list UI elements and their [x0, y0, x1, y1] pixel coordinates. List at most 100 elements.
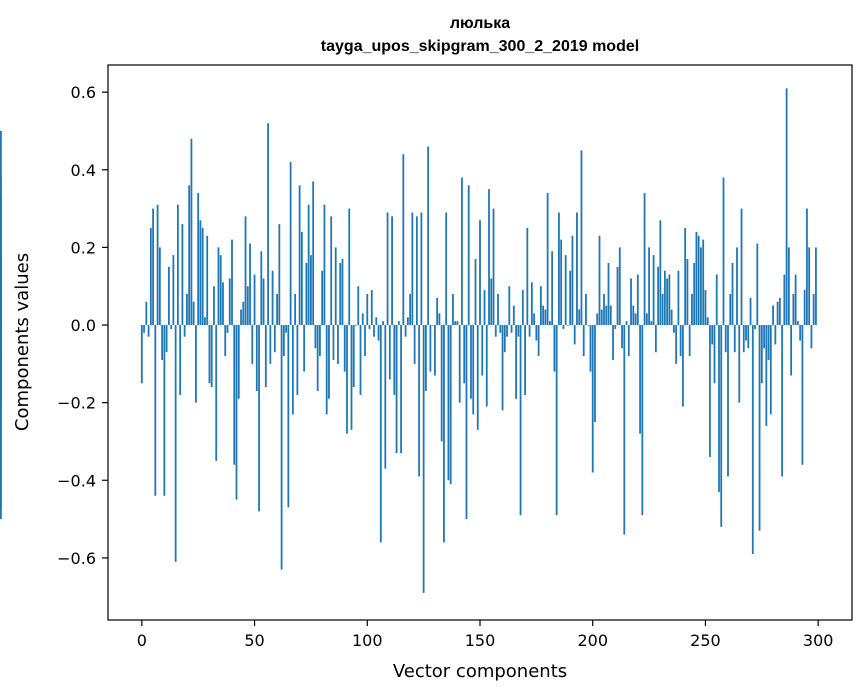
bar-component-32 — [213, 286, 215, 326]
bar-component-211 — [616, 266, 619, 326]
bar-component-292 — [799, 325, 802, 341]
bar-component-286 — [785, 88, 788, 326]
bar-component-217 — [630, 278, 632, 326]
bar-component-133 — [440, 325, 443, 442]
bar-component-240 — [682, 325, 684, 407]
bar-component-95 — [355, 325, 357, 326]
bar-component-34 — [217, 247, 220, 326]
bar-component-25 — [197, 193, 200, 326]
bar-component-55 — [264, 325, 267, 388]
bar-component-158 — [497, 293, 499, 326]
bar-component-45 — [242, 301, 245, 326]
bar-component-243 — [688, 325, 691, 357]
bar-component-295 — [806, 208, 808, 326]
bar-component-58 — [271, 270, 274, 326]
bar-component-135 — [445, 212, 448, 326]
bar-component-77 — [314, 325, 317, 349]
bar-component-203 — [598, 235, 601, 326]
bar-component-109 — [386, 212, 389, 326]
bar-component-250 — [704, 290, 707, 326]
bar-component-234 — [668, 274, 671, 326]
y-tick-label: 0.0 — [71, 316, 96, 335]
bar-component-230 — [659, 220, 662, 326]
bar-component-117 — [404, 325, 407, 337]
bar-component-16 — [176, 204, 179, 326]
bar-component-60 — [276, 293, 278, 326]
bar-component-176 — [537, 325, 540, 357]
bar-component-128 — [429, 325, 432, 372]
bar-component-246 — [695, 231, 698, 326]
bar-component-193 — [576, 212, 578, 326]
y-tick-label: −0.4 — [57, 471, 96, 490]
bar-component-253 — [711, 325, 714, 345]
bar-component-181 — [548, 321, 551, 326]
bar-component-8 — [158, 247, 161, 326]
bar-component-150 — [479, 220, 481, 326]
bar-component-98 — [361, 313, 364, 326]
bar-component-134 — [443, 325, 445, 543]
bar-component-44 — [240, 309, 242, 326]
y-tick-label: 0.6 — [71, 83, 96, 102]
bar-component-287 — [787, 247, 790, 326]
bar-component-97 — [359, 325, 362, 395]
bar-component-129 — [431, 325, 434, 326]
bar-component-132 — [438, 313, 441, 326]
bar-component-57 — [269, 325, 272, 364]
bar-component-91 — [346, 325, 348, 434]
bar-component-172 — [528, 325, 531, 337]
bar-component-216 — [627, 325, 630, 357]
y-tick-label: 0.2 — [71, 238, 96, 257]
bar-component-6 — [154, 325, 157, 496]
y-axis-label: Components values — [12, 253, 33, 431]
bar-component-155 — [490, 278, 493, 326]
bar-component-191 — [571, 235, 574, 326]
bar-component-259 — [724, 325, 727, 353]
bar-component-19 — [183, 325, 186, 337]
bar-component-299 — [815, 247, 817, 326]
bar-component-273 — [756, 243, 759, 326]
bar-component-12 — [167, 266, 170, 326]
x-tick-label: 300 — [803, 631, 834, 650]
bar-component-13 — [170, 325, 173, 329]
bar-component-37 — [224, 325, 227, 357]
bar-component-74 — [307, 204, 310, 326]
bar-component-122 — [415, 216, 418, 326]
bar-component-160 — [501, 325, 504, 411]
bar-component-121 — [413, 325, 416, 364]
bar-component-159 — [499, 325, 502, 333]
bar-component-20 — [186, 293, 188, 326]
bar-component-24 — [195, 325, 197, 403]
bar-component-271 — [751, 325, 754, 555]
bar-component-81 — [323, 204, 326, 326]
bar-component-65 — [287, 325, 290, 508]
bar-component-264 — [736, 247, 738, 326]
bar-component-227 — [652, 255, 655, 326]
bar-component-202 — [596, 313, 599, 326]
bar-component-214 — [623, 325, 626, 535]
bar-component-62 — [280, 325, 283, 570]
bar-component-232 — [663, 270, 666, 326]
bar-component-157 — [494, 325, 497, 337]
bar-component-173 — [530, 282, 533, 326]
bar-component-140 — [456, 321, 459, 326]
bar-component-53 — [260, 251, 263, 326]
bar-component-178 — [542, 305, 545, 326]
bar-component-38 — [226, 325, 229, 333]
bar-series — [0, 88, 817, 593]
bar-component-40 — [231, 239, 233, 326]
bar-component-294 — [803, 290, 806, 326]
bar-component-139 — [454, 321, 457, 326]
bar-component-224 — [645, 313, 648, 326]
bar-component-186 — [560, 239, 563, 326]
bar-component-212 — [618, 247, 621, 326]
bar-component-104 — [375, 317, 378, 326]
x-tick-label: 50 — [244, 631, 264, 650]
bar-component-153 — [485, 325, 488, 407]
bar-component-256 — [718, 325, 720, 492]
bar-component-269 — [747, 325, 750, 349]
chart-title: люлька — [450, 15, 510, 32]
bar-component-22 — [190, 138, 193, 326]
bar-component-126 — [424, 325, 427, 392]
bar-component-0 — [140, 325, 143, 384]
bar-component-290 — [794, 274, 797, 326]
